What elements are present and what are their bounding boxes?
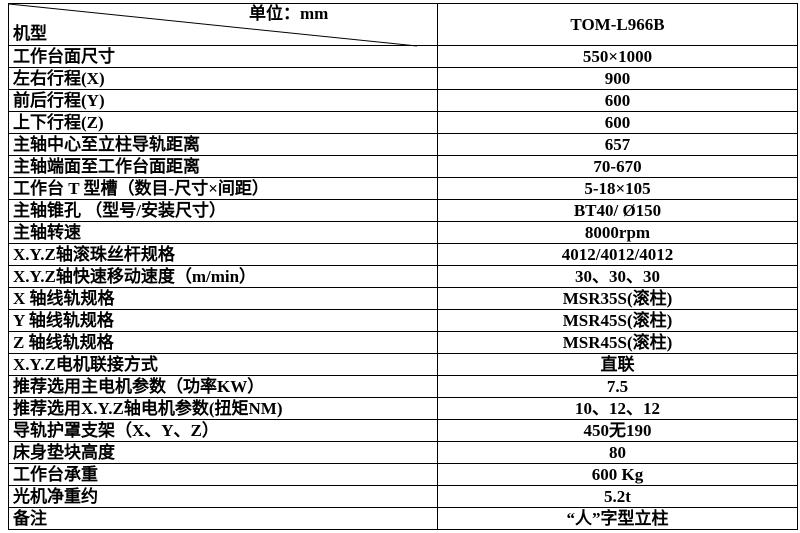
spec-value: 8000rpm [437, 221, 798, 244]
spec-label: X 轴线轨规格 [8, 287, 438, 310]
spec-label: 推荐选用主电机参数（功率KW） [8, 375, 438, 398]
table-row: 主轴转速 8000rpm [8, 221, 798, 244]
table-row: 工作台 T 型槽（数目-尺寸×间距） 5-18×105 [8, 177, 798, 200]
table-row: X 轴线轨规格 MSR35S(滚柱) [8, 287, 798, 310]
table-row: 光机净重约 5.2t [8, 485, 798, 508]
spec-value: BT40/ Ø150 [437, 199, 798, 222]
table-row: X.Y.Z电机联接方式 直联 [8, 353, 798, 376]
spec-value: 657 [437, 133, 798, 156]
table-row: 推荐选用主电机参数（功率KW） 7.5 [8, 375, 798, 398]
header-label-cell: 单位：mm 机型 [8, 3, 438, 47]
spec-value: 450无190 [437, 419, 798, 442]
table-row: X.Y.Z轴快速移动速度（m/min） 30、30、30 [8, 265, 798, 288]
spec-value: 600 [437, 111, 798, 134]
spec-value: 70-670 [437, 155, 798, 178]
table-row: Y 轴线轨规格 MSR45S(滚柱) [8, 309, 798, 332]
spec-label: X.Y.Z轴快速移动速度（m/min） [8, 265, 438, 288]
spec-label: 推荐选用X.Y.Z轴电机参数(扭矩NM) [8, 397, 438, 420]
spec-label: 工作台面尺寸 [8, 45, 438, 68]
table-row: 前后行程(Y) 600 [8, 89, 798, 112]
spec-label: 工作台承重 [8, 463, 438, 486]
table-row: 导轨护罩支架（X、Y、Z） 450无190 [8, 419, 798, 442]
table-row: X.Y.Z轴滚珠丝杆规格 4012/4012/4012 [8, 243, 798, 266]
spec-label: Y 轴线轨规格 [8, 309, 438, 332]
table-row: 工作台承重 600 Kg [8, 463, 798, 486]
diagonal-divider [9, 4, 418, 47]
spec-value: 7.5 [437, 375, 798, 398]
table-row: Z 轴线轨规格 MSR45S(滚柱) [8, 331, 798, 354]
spec-value: 80 [437, 441, 798, 464]
table-row: 床身垫块高度 80 [8, 441, 798, 464]
table-row: 推荐选用X.Y.Z轴电机参数(扭矩NM) 10、12、12 [8, 397, 798, 420]
spec-label: 前后行程(Y) [8, 89, 438, 112]
spec-label: 备注 [8, 507, 438, 530]
unit-label: 单位：mm [249, 4, 329, 23]
spec-value: 5.2t [437, 485, 798, 508]
spec-label: 主轴端面至工作台面距离 [8, 155, 438, 178]
spec-label: 光机净重约 [8, 485, 438, 508]
spec-label: Z 轴线轨规格 [8, 331, 438, 354]
spec-value: 4012/4012/4012 [437, 243, 798, 266]
spec-value: 600 Kg [437, 463, 798, 486]
spec-value: MSR45S(滚柱) [437, 331, 798, 354]
spec-value: MSR45S(滚柱) [437, 309, 798, 332]
spec-value: 5-18×105 [437, 177, 798, 200]
spec-table: 单位：mm 机型 TOM-L966B 工作台面尺寸 550×1000 左右行程(X)… [8, 3, 798, 530]
spec-label: 床身垫块高度 [8, 441, 438, 464]
spec-label: 导轨护罩支架（X、Y、Z） [8, 419, 438, 442]
spec-label: 主轴锥孔 （型号/安装尺寸） [8, 199, 438, 222]
spec-value: 30、30、30 [437, 265, 798, 288]
spec-label: 工作台 T 型槽（数目-尺寸×间距） [8, 177, 438, 200]
table-row: 主轴锥孔 （型号/安装尺寸） BT40/ Ø150 [8, 199, 798, 222]
spec-value: MSR35S(滚柱) [437, 287, 798, 310]
spec-value: 900 [437, 67, 798, 90]
spec-value: 10、12、12 [437, 397, 798, 420]
table-row: 主轴端面至工作台面距离 70-670 [8, 155, 798, 178]
model-label: 机型 [13, 24, 47, 43]
spec-value: 550×1000 [437, 45, 798, 68]
table-row: 主轴中心至立柱导轨距离 657 [8, 133, 798, 156]
table-row: 工作台面尺寸 550×1000 [8, 45, 798, 68]
spec-value: “人”字型立柱 [437, 507, 798, 530]
spec-value: 直联 [437, 353, 798, 376]
spec-label: 主轴中心至立柱导轨距离 [8, 133, 438, 156]
table-row: 上下行程(Z) 600 [8, 111, 798, 134]
spec-label: X.Y.Z电机联接方式 [8, 353, 438, 376]
table-row: 左右行程(X) 900 [8, 67, 798, 90]
spec-label: 左右行程(X) [8, 67, 438, 90]
table-row: 备注 “人”字型立柱 [8, 507, 798, 530]
spec-label: 主轴转速 [8, 221, 438, 244]
spec-label: 上下行程(Z) [8, 111, 438, 134]
spec-label: X.Y.Z轴滚珠丝杆规格 [8, 243, 438, 266]
header-row: 单位：mm 机型 TOM-L966B [8, 3, 798, 47]
spec-value: 600 [437, 89, 798, 112]
model-value: TOM-L966B [437, 3, 798, 46]
